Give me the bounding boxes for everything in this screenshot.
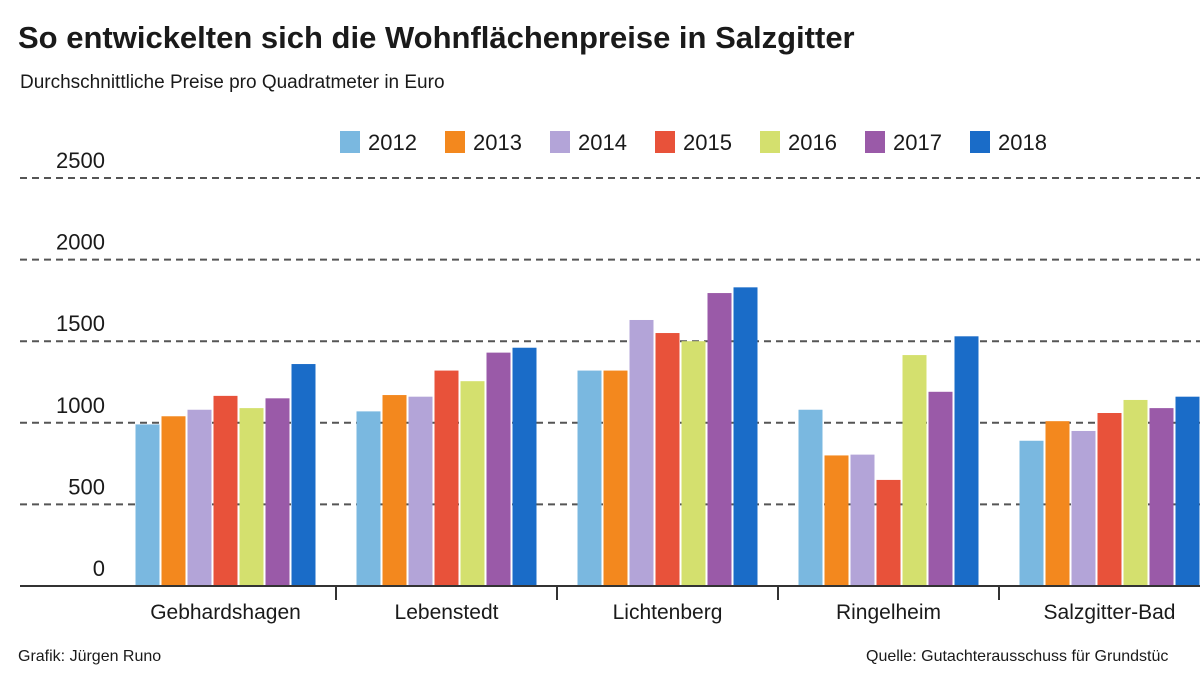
- bar: [655, 333, 680, 586]
- bar: [954, 336, 979, 586]
- bar: [135, 424, 160, 586]
- x-tick-label: Lichtenberg: [613, 601, 723, 624]
- bar: [850, 454, 875, 586]
- chart-subtitle: Durchschnittliche Preise pro Quadratmete…: [20, 72, 445, 93]
- legend-swatch: [445, 131, 465, 153]
- bar: [1123, 399, 1148, 586]
- legend-swatch: [550, 131, 570, 153]
- credit: Grafik: Jürgen Runo: [18, 648, 161, 665]
- legend-swatch: [655, 131, 675, 153]
- bar: [460, 381, 485, 586]
- legend-swatch: [865, 131, 885, 153]
- legend-label: 2015: [683, 130, 732, 155]
- bar: [707, 293, 732, 586]
- bar: [265, 398, 290, 586]
- legend-label: 2013: [473, 130, 522, 155]
- bar: [902, 355, 927, 586]
- bar: [577, 370, 602, 586]
- legend-label: 2017: [893, 130, 942, 155]
- bar: [161, 416, 186, 586]
- bar: [1045, 421, 1070, 586]
- bar: [1071, 430, 1096, 586]
- bar: [1019, 440, 1044, 586]
- bar: [408, 396, 433, 586]
- bar: [356, 411, 381, 586]
- x-tick-label: Ringelheim: [836, 601, 941, 624]
- bar: [824, 455, 849, 586]
- legend-label: 2018: [998, 130, 1047, 155]
- bar: [1097, 413, 1122, 586]
- legend-swatch: [340, 131, 360, 153]
- legend-swatch: [760, 131, 780, 153]
- bar: [486, 352, 511, 586]
- bar: [733, 287, 758, 586]
- bar: [1149, 408, 1174, 586]
- y-tick-label: 1500: [56, 311, 105, 336]
- x-tick-label: Lebenstedt: [395, 601, 499, 624]
- bar: [681, 341, 706, 586]
- source: Quelle: Gutachterausschuss für Grundstüc: [866, 648, 1168, 665]
- bar: [434, 370, 459, 586]
- legend-swatch: [970, 131, 990, 153]
- bar: [603, 370, 628, 586]
- bar: [291, 364, 316, 586]
- bar: [382, 395, 407, 586]
- legend-label: 2012: [368, 130, 417, 155]
- bar: [239, 408, 264, 586]
- bar: [512, 347, 537, 586]
- bar: [928, 391, 953, 586]
- bar: [629, 319, 654, 586]
- y-tick-label: 2000: [56, 230, 105, 255]
- y-tick-label: 0: [93, 556, 105, 581]
- y-tick-label: 2500: [56, 148, 105, 173]
- bar: [876, 479, 901, 586]
- bar: [1175, 396, 1200, 586]
- bar: [213, 395, 238, 586]
- x-tick-label: Gebhardshagen: [150, 601, 301, 624]
- bar: [798, 409, 823, 586]
- y-tick-label: 1000: [56, 393, 105, 418]
- bar: [187, 409, 212, 586]
- legend-label: 2014: [578, 130, 627, 155]
- y-tick-label: 500: [68, 474, 105, 499]
- chart-title: So entwickelten sich die Wohnflächenprei…: [18, 20, 855, 55]
- x-tick-label: Salzgitter-Bad: [1044, 601, 1176, 624]
- legend-label: 2016: [788, 130, 837, 155]
